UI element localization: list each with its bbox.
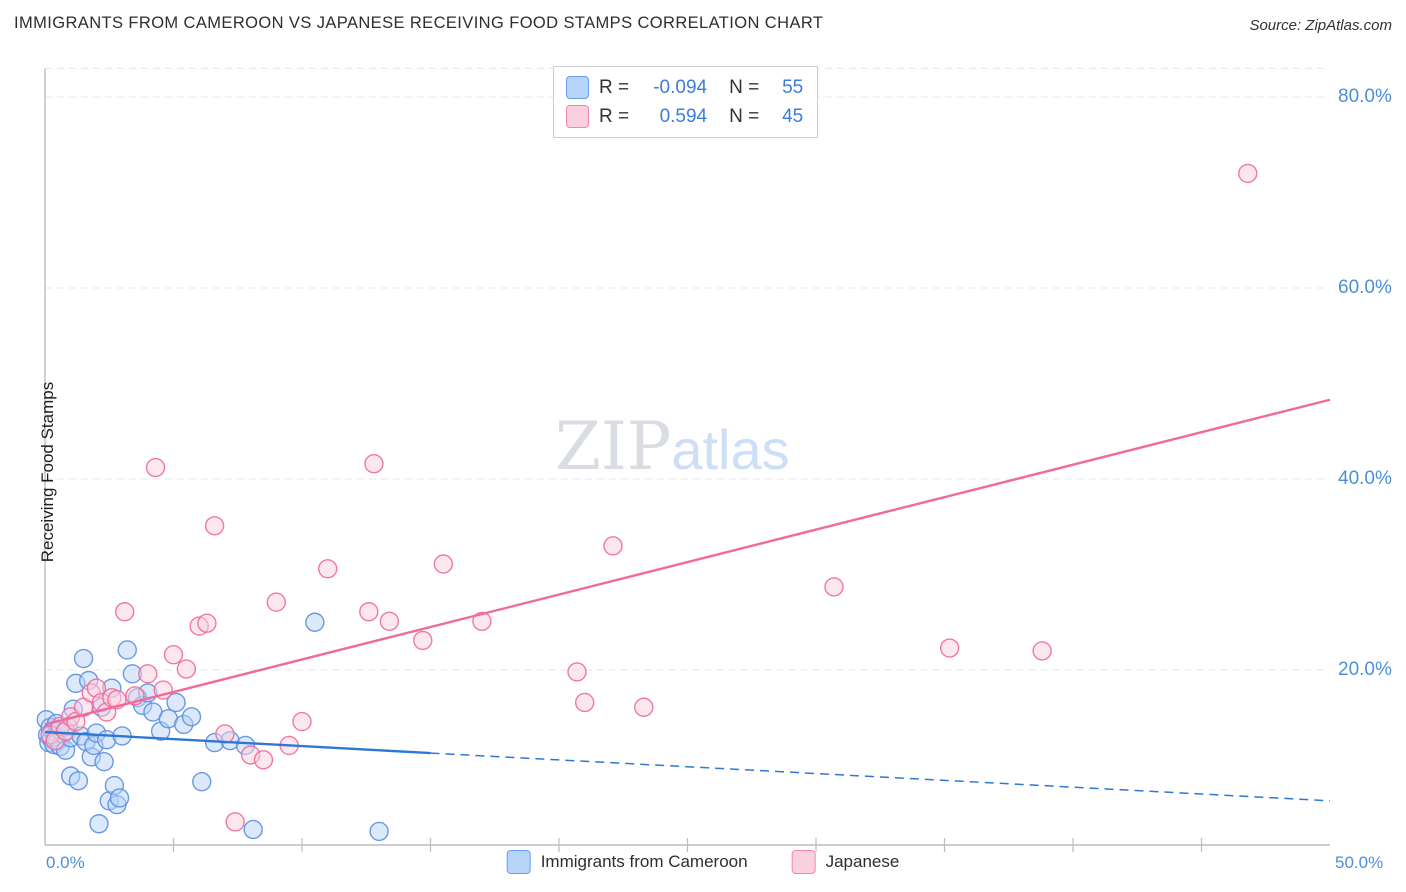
data-point-japanese[interactable]: [176, 659, 197, 679]
correlation-legend: R = -0.094 N = 55 R = 0.594 N = 45: [553, 66, 819, 138]
legend-item-japanese[interactable]: Japanese: [791, 850, 900, 874]
legend-label-cameroon: Immigrants from Cameroon: [540, 852, 748, 871]
data-point-japanese[interactable]: [114, 602, 135, 622]
x-tick-max: 50.0%: [1335, 853, 1384, 872]
trendline-solid: [44, 398, 1331, 726]
data-point-cameroon[interactable]: [243, 819, 263, 840]
y-tick-60: 60.0%: [1338, 277, 1392, 298]
data-point-cameroon[interactable]: [369, 821, 389, 842]
data-point-japanese[interactable]: [575, 692, 595, 713]
source-attribution: Source: ZipAtlas.com: [1249, 17, 1392, 34]
y-axis-label: Receiving Food Stamps: [38, 381, 57, 563]
data-point-japanese[interactable]: [138, 664, 158, 684]
data-point-japanese[interactable]: [253, 750, 274, 770]
data-point-japanese[interactable]: [359, 602, 379, 622]
data-point-japanese[interactable]: [413, 630, 433, 651]
data-point-japanese[interactable]: [939, 638, 960, 658]
series-legend: Immigrants from Cameroon Japanese: [506, 850, 900, 874]
legend-item-cameroon[interactable]: Immigrants from Cameroon: [506, 850, 748, 874]
n-label: N =: [729, 76, 760, 98]
data-point-japanese[interactable]: [364, 454, 384, 474]
data-point-cameroon[interactable]: [89, 814, 109, 834]
r-value-cameroon: -0.094: [653, 76, 708, 98]
data-point-cameroon[interactable]: [117, 640, 137, 660]
data-point-japanese[interactable]: [318, 559, 338, 579]
data-point-japanese[interactable]: [1032, 641, 1052, 661]
data-point-japanese[interactable]: [379, 611, 400, 631]
data-point-japanese[interactable]: [634, 697, 654, 717]
y-tick-20: 20.0%: [1338, 659, 1392, 680]
data-point-japanese[interactable]: [472, 611, 492, 631]
data-point-japanese[interactable]: [197, 613, 217, 633]
n-value-cameroon: 55: [782, 76, 804, 98]
data-point-cameroon[interactable]: [94, 751, 114, 772]
y-tick-80: 80.0%: [1338, 86, 1392, 107]
data-point-japanese[interactable]: [204, 516, 225, 536]
data-point-cameroon[interactable]: [192, 772, 212, 792]
cameroon-swatch: [506, 850, 531, 874]
data-point-japanese[interactable]: [215, 724, 235, 744]
r-value-japanese: 0.594: [659, 105, 708, 127]
cameroon-swatch: [566, 76, 589, 99]
legend-label-japanese: Japanese: [825, 852, 900, 871]
data-point-japanese[interactable]: [225, 812, 245, 832]
data-point-cameroon[interactable]: [68, 771, 89, 791]
japanese-swatch: [566, 105, 589, 128]
n-label: N =: [729, 105, 760, 127]
data-point-cameroon[interactable]: [166, 692, 186, 713]
data-point-japanese[interactable]: [824, 577, 844, 597]
data-point-japanese[interactable]: [567, 662, 587, 682]
data-point-japanese[interactable]: [292, 711, 312, 732]
data-point-japanese[interactable]: [433, 554, 454, 574]
trendline-dashed: [430, 752, 1331, 802]
data-point-japanese[interactable]: [603, 536, 623, 556]
data-point-japanese[interactable]: [1238, 163, 1258, 184]
x-tick-min: 0.0%: [46, 853, 85, 872]
data-point-japanese[interactable]: [163, 645, 184, 665]
data-point-cameroon[interactable]: [305, 612, 325, 632]
r-label: R =: [599, 76, 630, 98]
y-tick-40: 40.0%: [1338, 468, 1392, 489]
japanese-swatch: [791, 850, 816, 874]
trendline-solid: [44, 730, 431, 755]
r-label: R =: [599, 105, 630, 127]
data-point-japanese[interactable]: [266, 592, 286, 612]
data-point-cameroon[interactable]: [181, 707, 202, 727]
page-title: IMMIGRANTS FROM CAMEROON VS JAPANESE REC…: [14, 14, 824, 32]
data-point-cameroon[interactable]: [73, 648, 94, 669]
data-point-japanese[interactable]: [145, 457, 166, 478]
legend-row-japanese: R = 0.594 N = 45: [566, 105, 803, 128]
n-value-japanese: 45: [782, 105, 804, 127]
legend-row-cameroon: R = -0.094 N = 55: [566, 76, 803, 99]
data-point-cameroon[interactable]: [109, 788, 130, 808]
